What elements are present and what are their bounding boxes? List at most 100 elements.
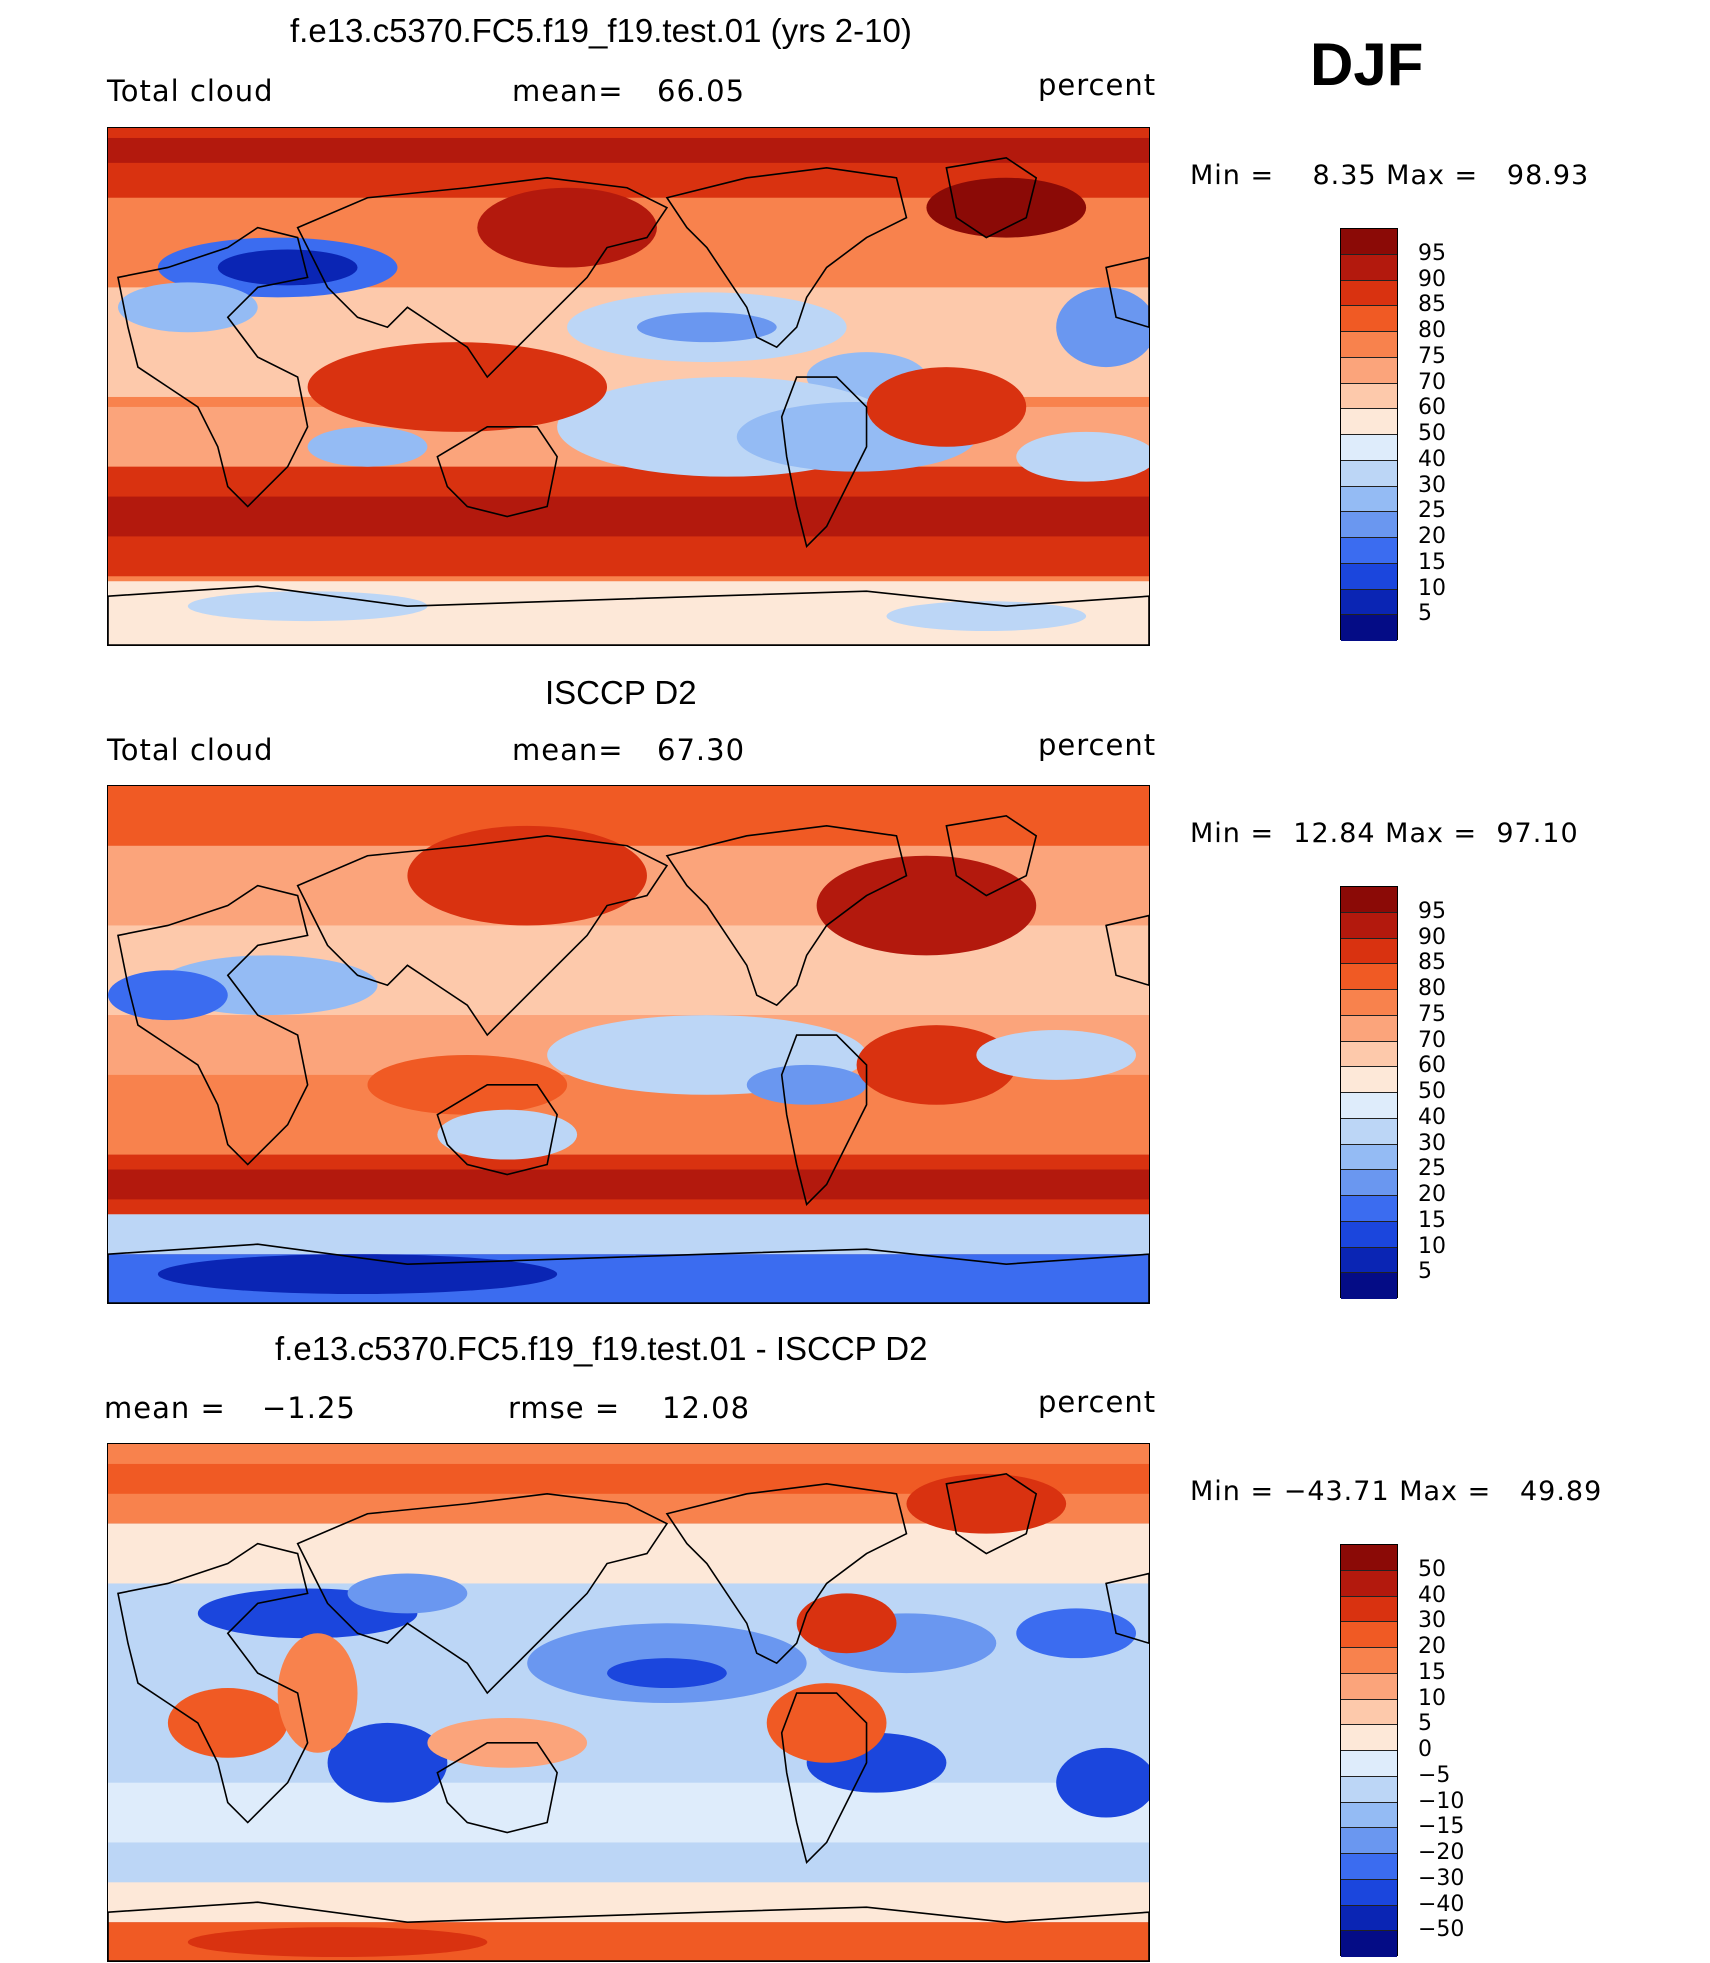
panel1-mean-label: mean= [512,74,624,108]
field-patch [816,855,1037,956]
panel2-mean-label: mean= [512,733,624,767]
colorbar-tick-label: 30 [1418,472,1446,498]
field-patch [856,1025,1017,1105]
field-band [108,1214,1149,1255]
colorbar-tick-label: −40 [1418,1891,1465,1917]
colorbar-tick-label: 10 [1418,1685,1446,1711]
colorbar-swatch [1341,229,1397,255]
coastline [117,226,309,508]
colorbar-swatch [1341,512,1397,538]
panel2-colorbar [1340,886,1398,1299]
field-patch [976,1030,1137,1080]
field-patch [108,970,228,1021]
colorbar-swatch [1341,1247,1397,1274]
colorbar-swatch [1341,1648,1397,1674]
field-patch [1056,1747,1149,1818]
panel2-mean-value: 67.30 [657,733,746,767]
coastline [780,1692,868,1864]
colorbar-tick-label: 40 [1418,1582,1446,1608]
field-patch [187,591,428,622]
colorbar-tick-label: 90 [1418,266,1446,292]
panel3-colorbar [1340,1544,1398,1957]
field-patch [277,1633,358,1753]
panel1-minmax: Min = 8.35 Max = 98.93 [1190,160,1590,191]
colorbar-tick-label: 5 [1418,601,1432,627]
field-band [108,1523,1149,1584]
colorbar-tick-label: 70 [1418,1027,1446,1053]
colorbar-swatch [1341,912,1397,939]
field-patch [477,187,657,268]
coastline [108,1901,1149,1961]
colorbar-swatch [1341,1273,1397,1299]
colorbar-swatch [1341,538,1397,564]
colorbar-swatch [1341,1170,1397,1196]
colorbar-tick-label: 10 [1418,1233,1446,1259]
colorbar-tick-label: 20 [1418,1634,1446,1659]
colorbar-tick-label: −50 [1418,1917,1465,1943]
colorbar-swatch [1341,964,1397,990]
panel1-units: percent [1038,68,1157,102]
panel3-mean-label: mean = [104,1391,226,1425]
coastline [945,815,1038,897]
panel2-variable-label: Total cloud [107,733,274,767]
panel1-title: f.e13.c5370.FC5.f19_f19.test.01 (yrs 2-1… [290,12,912,49]
field-patch [307,342,608,432]
colorbar-swatch [1341,357,1397,384]
colorbar-tick-label: 50 [1418,1079,1446,1104]
coastline [780,1034,868,1206]
colorbar-swatch [1341,1221,1397,1248]
colorbar-swatch [1341,990,1397,1016]
colorbar-tick-label: 5 [1418,1711,1432,1737]
field-patch [407,825,647,926]
panel3-rmse-label: rmse = [508,1391,621,1425]
colorbar-tick-label: 25 [1418,498,1446,524]
colorbar-swatch [1341,306,1397,332]
coastline [780,376,868,548]
colorbar-tick-label: 30 [1418,1130,1446,1156]
field-band [108,496,1149,537]
colorbar-swatch [1341,615,1397,641]
colorbar-tick-label: −15 [1418,1814,1465,1840]
colorbar-tick-label: 30 [1418,1608,1446,1634]
field-patch [1016,431,1149,482]
colorbar-swatch [1341,1802,1397,1829]
coastline [296,835,669,1037]
colorbar-tick-label: 15 [1418,549,1446,575]
colorbar-tick-label: 75 [1418,343,1446,369]
field-patch [906,1473,1067,1534]
colorbar-tick-label: 80 [1418,976,1446,1001]
colorbar-tick-label: −20 [1418,1840,1465,1865]
colorbar-swatch [1341,1776,1397,1803]
coastline [665,825,908,1007]
panel3-rmse-value: 12.08 [662,1391,751,1425]
colorbar-tick-label: −30 [1418,1865,1465,1891]
coastline [945,1473,1038,1555]
colorbar-tick-label: 40 [1418,1104,1446,1130]
colorbar-tick-label: 20 [1418,524,1446,549]
colorbar-swatch [1341,938,1397,965]
panel2-minmax: Min = 12.84 Max = 97.10 [1190,818,1579,849]
colorbar-tick-label: 40 [1418,446,1446,472]
colorbar-swatch [1341,1570,1397,1597]
colorbar-swatch [1341,435,1397,461]
field-patch [307,426,428,467]
colorbar-tick-label: −10 [1418,1788,1465,1814]
colorbar-swatch [1341,589,1397,616]
colorbar-tick-label: 95 [1418,898,1446,924]
colorbar-swatch [1341,1905,1397,1932]
colorbar-swatch [1341,1751,1397,1777]
colorbar-tick-label: 75 [1418,1001,1446,1027]
field-patch [607,1658,727,1689]
colorbar-tick-label: 80 [1418,318,1446,343]
colorbar-swatch [1341,1196,1397,1222]
panel2-title: ISCCP D2 [545,674,697,711]
colorbar-swatch [1341,1067,1397,1093]
field-band [108,1882,1149,1923]
field-patch [866,367,1027,447]
colorbar-swatch [1341,460,1397,487]
colorbar-tick-label: 85 [1418,950,1446,976]
field-patch [167,1688,288,1758]
panel3-map [107,1443,1150,1962]
season-label: DJF [1310,31,1424,98]
colorbar-swatch [1341,383,1397,410]
